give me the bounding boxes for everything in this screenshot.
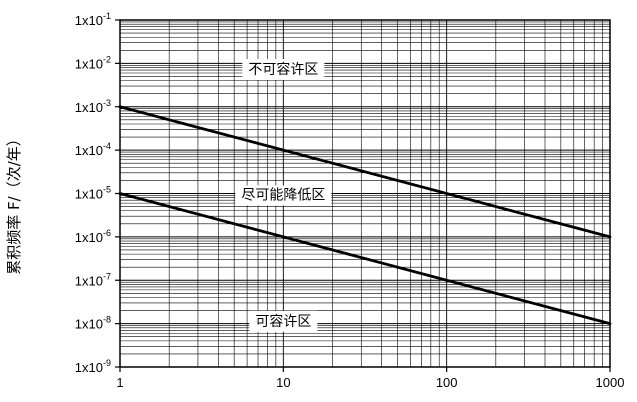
y-tick-label: 1x10-5: [75, 185, 111, 202]
y-tick-label: 1x10-7: [75, 271, 111, 288]
region-label-background: [242, 59, 325, 81]
series-line: [118, 105, 612, 239]
x-tick-label: 1: [116, 375, 123, 390]
y-tick-label: 1x10-8: [75, 315, 111, 332]
series-line: [118, 192, 612, 326]
series-group: [118, 105, 612, 326]
labels-group: 1 10 100 1000 1x10-1 1x10-2 1x10-3 1x10-4 1x10-5…: [75, 11, 625, 390]
y-tick-label: 1x10-4: [75, 141, 111, 158]
x-tick-label: 100: [436, 375, 458, 390]
region-label: 尽可能降低区: [241, 187, 325, 203]
region-label: 不可容许区: [248, 61, 318, 78]
y-tick-label: 1x10-6: [75, 228, 111, 245]
x-tick-label: 10: [276, 375, 290, 390]
region-label-background: [235, 185, 332, 206]
y-tick-label: 1x10-1: [75, 11, 111, 28]
y-tick-label: 1x10-9: [75, 358, 111, 375]
y-tick-label: 1x10-2: [75, 54, 111, 71]
region-label-background: [249, 310, 318, 332]
ticks-group: [115, 19, 611, 372]
x-tick-label: 1000: [596, 375, 625, 390]
y-axis-label: 累积频率 F/（次/年）: [5, 131, 23, 275]
region-label: 可容许区: [255, 313, 311, 330]
y-tick-label: 1x10-3: [75, 98, 111, 115]
